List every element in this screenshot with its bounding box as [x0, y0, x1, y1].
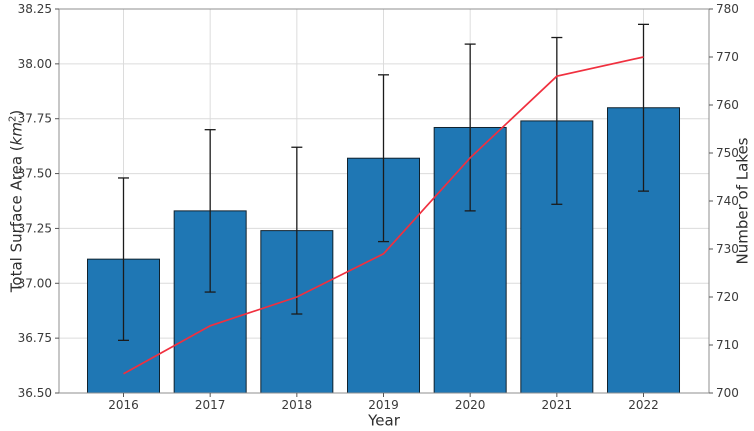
- y-tick-label-left: 37.50: [18, 167, 52, 181]
- y-tick-label-left: 37.00: [18, 276, 52, 290]
- y-axis-title-left-suffix: ): [7, 109, 26, 116]
- y-tick-label-right: 780: [716, 2, 739, 16]
- y-tick-label-right: 700: [716, 386, 739, 400]
- y-tick-label-left: 38.00: [18, 57, 52, 71]
- y-tick-label-right: 750: [716, 146, 739, 160]
- y-tick-label-left: 37.25: [18, 221, 52, 235]
- y-tick-label-right: 710: [716, 338, 739, 352]
- y-axis-title-left-text: Total Surface Area (: [7, 145, 26, 293]
- y-axis-title-left-sup: 2: [7, 115, 19, 123]
- y-tick-label-left: 37.75: [18, 112, 52, 126]
- y-axis-title-left: Total Surface Area (km2): [7, 109, 26, 293]
- y-tick-label-left: 36.75: [18, 331, 52, 345]
- y-tick-label-right: 770: [716, 50, 739, 64]
- y-tick-label-left: 36.50: [18, 386, 52, 400]
- y-tick-label-right: 740: [716, 194, 739, 208]
- x-tick-label: 2022: [628, 398, 659, 412]
- y-tick-label-right: 720: [716, 290, 739, 304]
- y-tick-label-right: 760: [716, 98, 739, 112]
- x-tick-label: 2018: [282, 398, 313, 412]
- y-tick-label-left: 38.25: [18, 2, 52, 16]
- x-tick-label: 2021: [542, 398, 573, 412]
- y-axis-title-right: Number of Lakes: [733, 137, 752, 265]
- x-tick-label: 2017: [195, 398, 226, 412]
- x-tick-label: 2016: [108, 398, 139, 412]
- number-of-lakes-line: [123, 56, 644, 375]
- x-axis-title: Year: [368, 411, 400, 430]
- y-tick-label-right: 730: [716, 242, 739, 256]
- x-tick-label: 2020: [455, 398, 486, 412]
- x-tick-label: 2019: [368, 398, 399, 412]
- y-axis-title-left-math: km: [7, 122, 26, 146]
